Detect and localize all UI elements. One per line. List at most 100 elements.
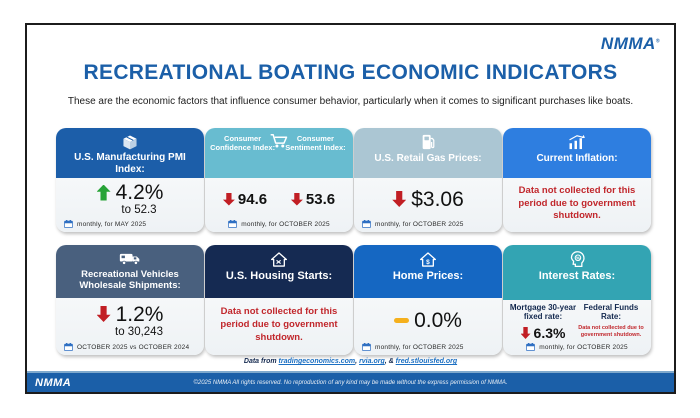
home-prices-value: 0.0% xyxy=(414,309,462,332)
sources-prefix: Data from xyxy=(243,358,279,365)
rv-truck-icon xyxy=(119,249,141,269)
card-title-pmi: U.S. Manufacturing PMI Index: xyxy=(74,152,186,175)
down-arrow-icon xyxy=(96,306,111,322)
card-header-housing: U.S. Housing Starts: xyxy=(205,245,353,298)
down-arrow-icon xyxy=(290,192,303,206)
card-title-inflation: Current Inflation: xyxy=(536,153,618,164)
interest-period-row: monthly, for OCTOBER 2025 xyxy=(503,343,651,351)
card-header-gas: U.S. Retail Gas Prices: xyxy=(354,128,502,178)
home-prices-period-row: monthly, for OCTOBER 2025 xyxy=(354,343,502,351)
card-header-rv: Recreational Vehicles Wholesale Shipment… xyxy=(56,245,204,298)
up-arrow-icon xyxy=(96,184,111,201)
pmi-value-row: 4.2% xyxy=(96,181,164,204)
card-housing-starts: U.S. Housing Starts: Data not collected … xyxy=(205,245,353,355)
calendar-icon xyxy=(362,220,371,228)
housing-message: Data not collected for this period due t… xyxy=(220,306,338,343)
card-body-consumer: 94.6 53.6 monthly, for OCTOBER 2025 xyxy=(205,178,353,232)
card-body-housing: Data not collected for this period due t… xyxy=(205,298,353,355)
package-icon xyxy=(120,132,140,151)
sources-separator: , & xyxy=(384,358,396,365)
rv-period-row: OCTOBER 2025 vs OCTOBER 2024 xyxy=(56,343,204,351)
fuel-pump-icon xyxy=(420,132,436,152)
link-rvia[interactable]: rvia.org xyxy=(359,358,385,365)
pmi-period: monthly, for MAY 2025 xyxy=(77,220,147,228)
rv-subvalue: to 30,243 xyxy=(115,325,163,338)
calendar-icon xyxy=(64,343,73,351)
svg-text:%: % xyxy=(575,255,580,261)
card-body-interest: Mortgage 30-year fixed rate: 6.3% Federa… xyxy=(503,300,651,355)
card-body-home-prices: 0.0% monthly, for OCTOBER 2025 xyxy=(354,298,502,355)
consumer-header-columns: Consumer Confidence Index: Consumer Sent… xyxy=(209,134,349,152)
rv-value: 1.2% xyxy=(115,302,164,326)
pmi-value: 4.2% xyxy=(115,181,164,204)
fed-funds-label: Federal Funds Rate: xyxy=(583,302,639,322)
rv-period: OCTOBER 2025 vs OCTOBER 2024 xyxy=(77,343,190,351)
card-body-gas: $3.06 monthly, for OCTOBER 2025 xyxy=(354,178,502,232)
flat-dash-icon xyxy=(394,318,410,323)
card-title-home-prices: Home Prices: xyxy=(392,270,464,282)
mortgage-value: 6.3% xyxy=(533,325,566,341)
page-subtitle: These are the economic factors that infl… xyxy=(67,96,634,107)
footer-bar: NMMA ©2025 NMMA All rights reserved. No … xyxy=(27,371,674,392)
card-body-rv: 1.2% to 30,243 OCTOBER 2025 vs OCTOBER 2… xyxy=(56,298,204,355)
card-header-consumer: Consumer Confidence Index: Consumer Sent… xyxy=(205,128,353,178)
nmma-logo-bottom: NMMA xyxy=(35,376,72,389)
consumer-confidence-label: Consumer Confidence Index: xyxy=(210,134,276,152)
fed-funds-message: Data not collected due to government shu… xyxy=(578,325,644,339)
inflation-message: Data not collected for this period due t… xyxy=(518,184,636,222)
interest-columns: Mortgage 30-year fixed rate: 6.3% Federa… xyxy=(509,303,645,341)
gas-value: $3.06 xyxy=(411,187,464,211)
card-title-housing: U.S. Housing Starts: xyxy=(225,270,333,282)
nmma-logo-top: NMMA® xyxy=(601,34,660,54)
card-title-interest: Interest Rates: xyxy=(538,270,616,282)
pmi-subvalue: to 52.3 xyxy=(121,204,157,216)
gas-period-row: monthly, for OCTOBER 2025 xyxy=(354,220,502,228)
consumer-period: monthly, for OCTOBER 2025 xyxy=(241,220,330,228)
gas-value-row: $3.06 xyxy=(392,189,464,210)
down-arrow-icon xyxy=(392,191,407,207)
trademark-mark: ® xyxy=(655,38,660,45)
indicator-grid: U.S. Manufacturing PMI Index: 4.2% to 52… xyxy=(56,128,652,355)
card-gas-prices: U.S. Retail Gas Prices: $3.06 monthly, f… xyxy=(354,128,502,232)
card-body-pmi: 4.2% to 52.3 monthly, for MAY 2025 xyxy=(56,178,204,232)
shopping-cart-icon xyxy=(269,131,289,151)
head-percent-icon: % xyxy=(568,249,587,269)
gas-period: monthly, for OCTOBER 2025 xyxy=(375,220,464,228)
bar-chart-icon xyxy=(567,132,587,152)
consumer-sentiment-value: 53.6 xyxy=(305,190,336,208)
mortgage-column: Mortgage 30-year fixed rate: 6.3% xyxy=(509,303,577,341)
fed-funds-column: Federal Funds Rate: Data not collected d… xyxy=(577,303,645,341)
down-arrow-icon xyxy=(520,327,531,339)
link-tradingeconomics[interactable]: tradingeconomics.com xyxy=(278,358,356,365)
home-prices-period: monthly, for OCTOBER 2025 xyxy=(375,343,464,351)
calendar-icon xyxy=(64,220,73,228)
card-title-rv: Recreational Vehicles Wholesale Shipment… xyxy=(79,269,181,291)
mortgage-label: Mortgage 30-year fixed rate: xyxy=(509,302,577,322)
consumer-values-row: 94.6 53.6 xyxy=(211,191,347,208)
link-fred[interactable]: fred.stlouisfed.org xyxy=(395,358,458,365)
card-header-inflation: Current Inflation: xyxy=(503,128,651,178)
calendar-icon xyxy=(362,343,371,351)
card-consumer-indexes: Consumer Confidence Index: Consumer Sent… xyxy=(205,128,353,232)
card-home-prices: $ Home Prices: 0.0% monthly, for OCTOBER… xyxy=(354,245,502,355)
home-prices-value-row: 0.0% xyxy=(394,310,462,331)
pmi-period-row: monthly, for MAY 2025 xyxy=(56,220,204,228)
nmma-logo-text: NMMA xyxy=(600,34,656,53)
card-header-interest: % Interest Rates: xyxy=(503,245,651,300)
consumer-sentiment-label: Consumer Sentiment Index: xyxy=(285,134,346,152)
svg-text:$: $ xyxy=(426,259,430,266)
calendar-icon xyxy=(526,343,536,351)
card-header-home-prices: $ Home Prices: xyxy=(354,245,502,298)
consumer-period-row: monthly, for OCTOBER 2025 xyxy=(205,220,353,228)
slide: NMMA® RECREATIONAL BOATING ECONOMIC INDI… xyxy=(25,23,676,394)
house-construction-icon xyxy=(270,249,288,269)
consumer-confidence-value: 94.6 xyxy=(237,190,268,208)
down-arrow-icon xyxy=(222,192,235,206)
rv-value-row: 1.2% xyxy=(96,302,164,326)
card-manufacturing-pmi: U.S. Manufacturing PMI Index: 4.2% to 52… xyxy=(56,128,204,232)
house-dollar-icon: $ xyxy=(419,249,437,269)
card-rv-shipments: Recreational Vehicles Wholesale Shipment… xyxy=(56,245,204,355)
calendar-icon xyxy=(228,220,238,228)
card-current-inflation: Current Inflation: Data not collected fo… xyxy=(503,128,651,232)
card-header-pmi: U.S. Manufacturing PMI Index: xyxy=(56,128,204,178)
